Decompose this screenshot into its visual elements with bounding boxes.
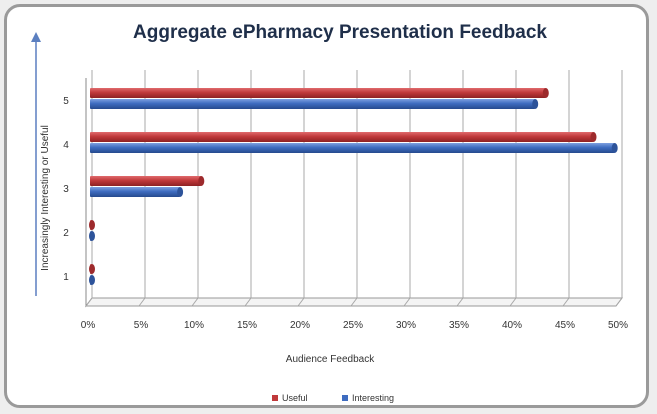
bar-body bbox=[90, 187, 181, 197]
x-tick-label: 25% bbox=[343, 320, 363, 331]
legend: Useful Interesting bbox=[272, 393, 394, 403]
bar-interesting-4 bbox=[90, 143, 618, 153]
y-tick-label: 5 bbox=[63, 96, 69, 107]
x-tick-label: 50% bbox=[608, 320, 628, 331]
bar-end bbox=[590, 132, 597, 142]
bar-interesting-1 bbox=[89, 275, 95, 285]
gridline bbox=[615, 70, 623, 307]
bar-body bbox=[90, 132, 594, 142]
chart-frame bbox=[4, 4, 649, 408]
legend-label-interesting: Interesting bbox=[352, 393, 394, 403]
y-axis-label: Increasingly Interesting or Useful bbox=[40, 125, 51, 271]
chart-title: Aggregate ePharmacy Presentation Feedbac… bbox=[133, 22, 547, 43]
x-tick-label: 15% bbox=[237, 320, 257, 331]
bar-interesting-3 bbox=[90, 187, 184, 197]
bar-end bbox=[611, 143, 618, 153]
bar-end bbox=[89, 264, 95, 274]
y-tick-label: 3 bbox=[63, 184, 69, 195]
bar-body bbox=[90, 88, 546, 98]
x-tick-label: 35% bbox=[449, 320, 469, 331]
x-tick-label: 5% bbox=[134, 320, 149, 331]
bar-body bbox=[90, 143, 615, 153]
legend-swatch-useful bbox=[272, 395, 278, 401]
x-tick-label: 0% bbox=[81, 320, 96, 331]
bar-body bbox=[90, 99, 536, 109]
x-tick-label: 10% bbox=[184, 320, 204, 331]
gridline bbox=[562, 70, 570, 307]
bar-useful-1 bbox=[89, 264, 95, 274]
x-axis-label: Audience Feedback bbox=[286, 354, 375, 365]
bar-interesting-5 bbox=[90, 99, 539, 109]
bar-end bbox=[177, 187, 184, 197]
bars bbox=[89, 88, 618, 285]
bar-body bbox=[90, 176, 202, 186]
tick-labels: 0% 5% 10% 15% 20% 25% 30% 35% 40% 45% 50% 1 2 3 4 5 bbox=[63, 96, 628, 331]
y-tick-label: 4 bbox=[63, 140, 69, 151]
x-tick-label: 30% bbox=[396, 320, 416, 331]
x-tick-label: 45% bbox=[555, 320, 575, 331]
x-tick-label: 20% bbox=[290, 320, 310, 331]
y-tick-label: 1 bbox=[63, 272, 69, 283]
y-axis-arrow bbox=[31, 32, 41, 296]
bar-end bbox=[198, 176, 205, 186]
legend-swatch-interesting bbox=[342, 395, 348, 401]
legend-label-useful: Useful bbox=[282, 393, 308, 403]
y-tick-label: 2 bbox=[63, 228, 69, 239]
bar-useful-2 bbox=[89, 220, 95, 230]
x-tick-label: 40% bbox=[502, 320, 522, 331]
bar-end bbox=[89, 275, 95, 285]
bar-useful-3 bbox=[90, 176, 205, 186]
bar-end bbox=[542, 88, 549, 98]
bar-useful-4 bbox=[90, 132, 597, 142]
bar-end bbox=[89, 231, 95, 241]
bar-interesting-2 bbox=[89, 231, 95, 241]
bar-end bbox=[89, 220, 95, 230]
bar-end bbox=[532, 99, 539, 109]
bar-useful-5 bbox=[90, 88, 549, 98]
